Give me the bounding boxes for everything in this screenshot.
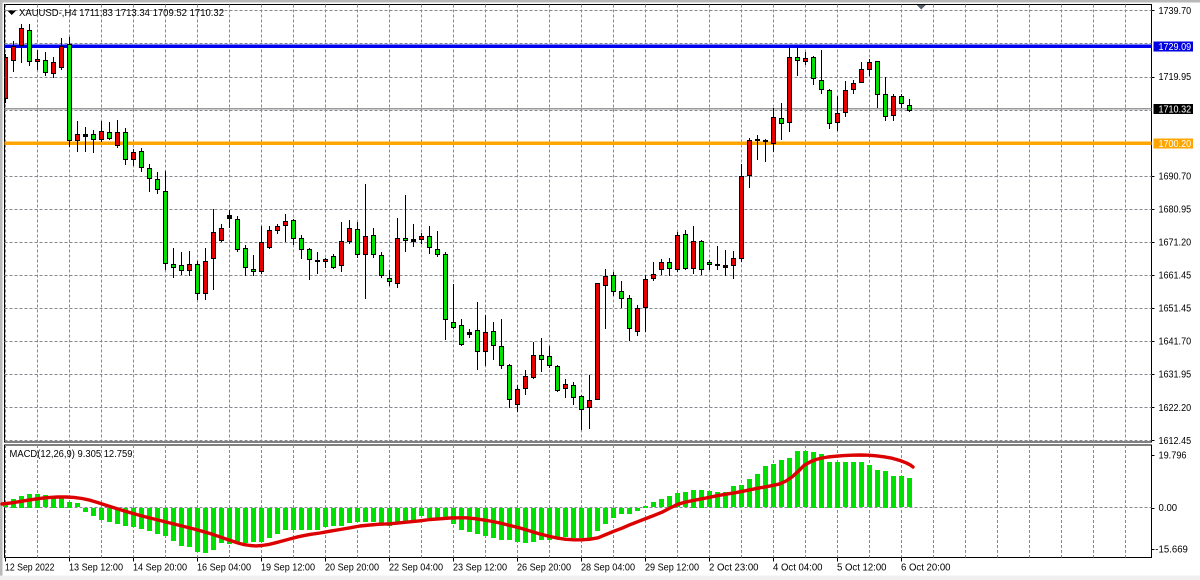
svg-text:1651.45: 1651.45 — [1159, 304, 1192, 315]
svg-text:29 Sep 12:00: 29 Sep 12:00 — [645, 562, 699, 573]
svg-text:1700.20: 1700.20 — [1159, 139, 1192, 150]
svg-text:20 Sep 20:00: 20 Sep 20:00 — [325, 562, 379, 573]
svg-text:2 Oct 23:00: 2 Oct 23:00 — [709, 562, 759, 573]
svg-text:19.796: 19.796 — [1159, 451, 1187, 462]
svg-text:MACD(12,26,9) 9.305 12.759: MACD(12,26,9) 9.305 12.759 — [10, 449, 133, 460]
svg-text:1612.45: 1612.45 — [1159, 436, 1192, 447]
svg-text:1710.32: 1710.32 — [1159, 104, 1192, 115]
svg-text:1739.70: 1739.70 — [1159, 6, 1192, 17]
svg-text:1661.45: 1661.45 — [1159, 271, 1192, 282]
svg-text:0.00: 0.00 — [1159, 503, 1178, 514]
svg-text:14 Sep 20:00: 14 Sep 20:00 — [133, 562, 187, 573]
svg-text:1641.70: 1641.70 — [1159, 337, 1192, 348]
svg-text:6 Oct 20:00: 6 Oct 20:00 — [901, 562, 951, 573]
svg-text:28 Sep 04:00: 28 Sep 04:00 — [581, 562, 635, 573]
svg-text:1690.70: 1690.70 — [1159, 171, 1192, 182]
svg-text:23 Sep 12:00: 23 Sep 12:00 — [453, 562, 507, 573]
svg-text:1631.95: 1631.95 — [1159, 370, 1192, 381]
svg-text:1622.20: 1622.20 — [1159, 403, 1192, 414]
svg-text:1719.95: 1719.95 — [1159, 72, 1192, 83]
svg-text:19 Sep 12:00: 19 Sep 12:00 — [261, 562, 315, 573]
svg-text:12 Sep 2022: 12 Sep 2022 — [5, 562, 55, 573]
svg-text:4 Oct 04:00: 4 Oct 04:00 — [773, 562, 823, 573]
svg-text:22 Sep 04:00: 22 Sep 04:00 — [389, 562, 443, 573]
svg-text:5 Oct 12:00: 5 Oct 12:00 — [837, 562, 887, 573]
svg-text:1729.09: 1729.09 — [1159, 42, 1192, 53]
svg-text:26 Sep 20:00: 26 Sep 20:00 — [517, 562, 571, 573]
svg-text:1680.95: 1680.95 — [1159, 204, 1192, 215]
svg-text:XAUUSD-,H4 1711.83 1713.34 17: XAUUSD-,H4 1711.83 1713.34 1709.52 1710.… — [19, 8, 224, 19]
svg-text:-15.669: -15.669 — [1155, 545, 1188, 556]
svg-text:1671.20: 1671.20 — [1159, 238, 1192, 249]
svg-text:16 Sep 04:00: 16 Sep 04:00 — [197, 562, 251, 573]
svg-text:13 Sep 12:00: 13 Sep 12:00 — [69, 562, 123, 573]
